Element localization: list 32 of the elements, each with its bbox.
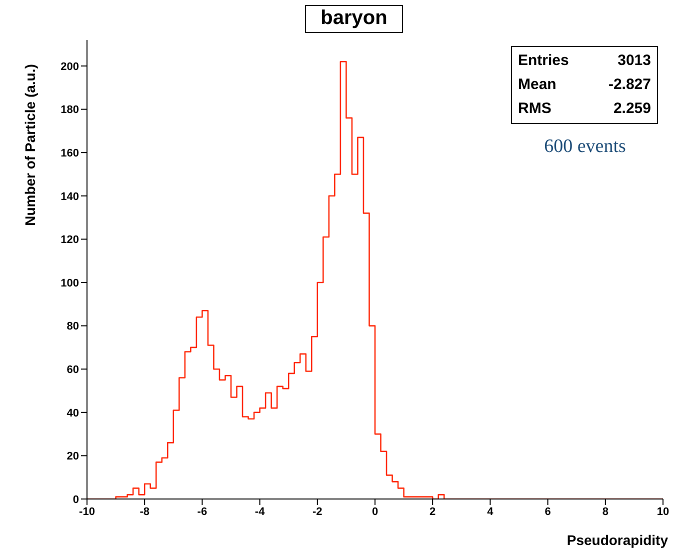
x-tick-label: 2 — [430, 506, 436, 518]
x-tick-label: 4 — [487, 506, 494, 518]
annotation: RMS — [518, 99, 552, 119]
y-tick-label: 80 — [66, 320, 79, 333]
annotation: Mean — [518, 75, 556, 95]
y-tick-label: 180 — [60, 104, 79, 116]
annotation: 3013 — [618, 51, 651, 71]
y-tick-label: 140 — [60, 190, 79, 203]
x-tick-label: 6 — [544, 506, 551, 518]
x-tick-label: 10 — [656, 506, 670, 518]
x-tick-label: -4 — [254, 506, 266, 518]
x-tick-label: -2 — [312, 506, 322, 518]
y-tick-label: 100 — [60, 277, 79, 290]
annotation: 2.259 — [613, 99, 651, 119]
x-axis-title: Pseudorapidity — [566, 532, 668, 548]
y-tick-label: 20 — [66, 450, 79, 463]
x-tick-label: 8 — [602, 506, 608, 518]
y-tick-label: 40 — [66, 407, 79, 420]
annotation: -2.827 — [608, 75, 651, 95]
y-tick-label: 120 — [60, 234, 79, 246]
annotation: 600 events — [543, 136, 627, 158]
y-axis-title: Number of Particle (a.u.) — [21, 63, 39, 228]
x-tick-label: -8 — [140, 506, 150, 518]
x-tick-label: 0 — [372, 506, 378, 518]
y-tick-label: 200 — [60, 60, 79, 73]
y-tick-label: 60 — [66, 364, 79, 376]
y-tick-label: 160 — [60, 147, 79, 160]
y-tick-label: 0 — [72, 494, 79, 506]
x-tick-label: -10 — [79, 506, 95, 518]
annotation: Entries — [518, 51, 569, 71]
x-tick-label: -6 — [197, 506, 208, 518]
chart-title: baryon — [305, 5, 403, 33]
